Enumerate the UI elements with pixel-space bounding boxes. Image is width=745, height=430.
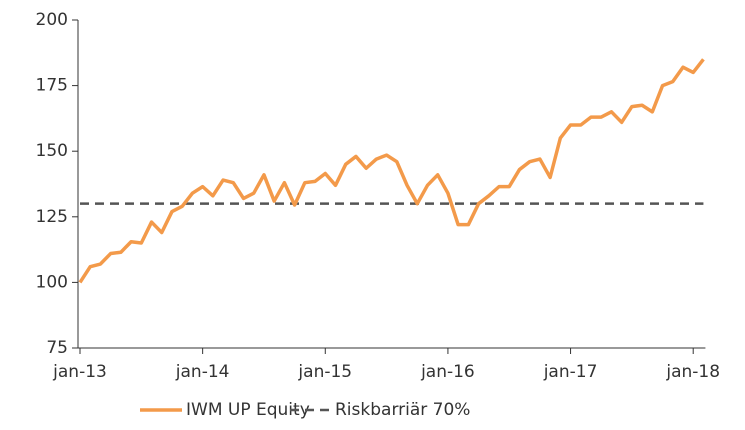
y-tick-label: 175 bbox=[36, 76, 68, 96]
y-tick-label: 125 bbox=[36, 207, 68, 227]
y-tick-label: 150 bbox=[36, 141, 68, 161]
x-tick-label: jan-18 bbox=[665, 362, 720, 382]
y-tick-label: 100 bbox=[36, 272, 68, 292]
x-tick-label: jan-16 bbox=[420, 362, 475, 382]
line-series bbox=[78, 58, 705, 284]
y-tick-label: 75 bbox=[46, 338, 68, 358]
x-tick-label: jan-17 bbox=[543, 362, 598, 382]
y-tick-label: 200 bbox=[36, 10, 68, 30]
x-tick-label: jan-15 bbox=[297, 362, 352, 382]
legend-label: Riskbarriär 70% bbox=[335, 400, 470, 420]
x-tick-label: jan-13 bbox=[52, 362, 107, 382]
legend-label: IWM UP Equity bbox=[186, 400, 310, 420]
x-tick-label: jan-14 bbox=[175, 362, 230, 382]
